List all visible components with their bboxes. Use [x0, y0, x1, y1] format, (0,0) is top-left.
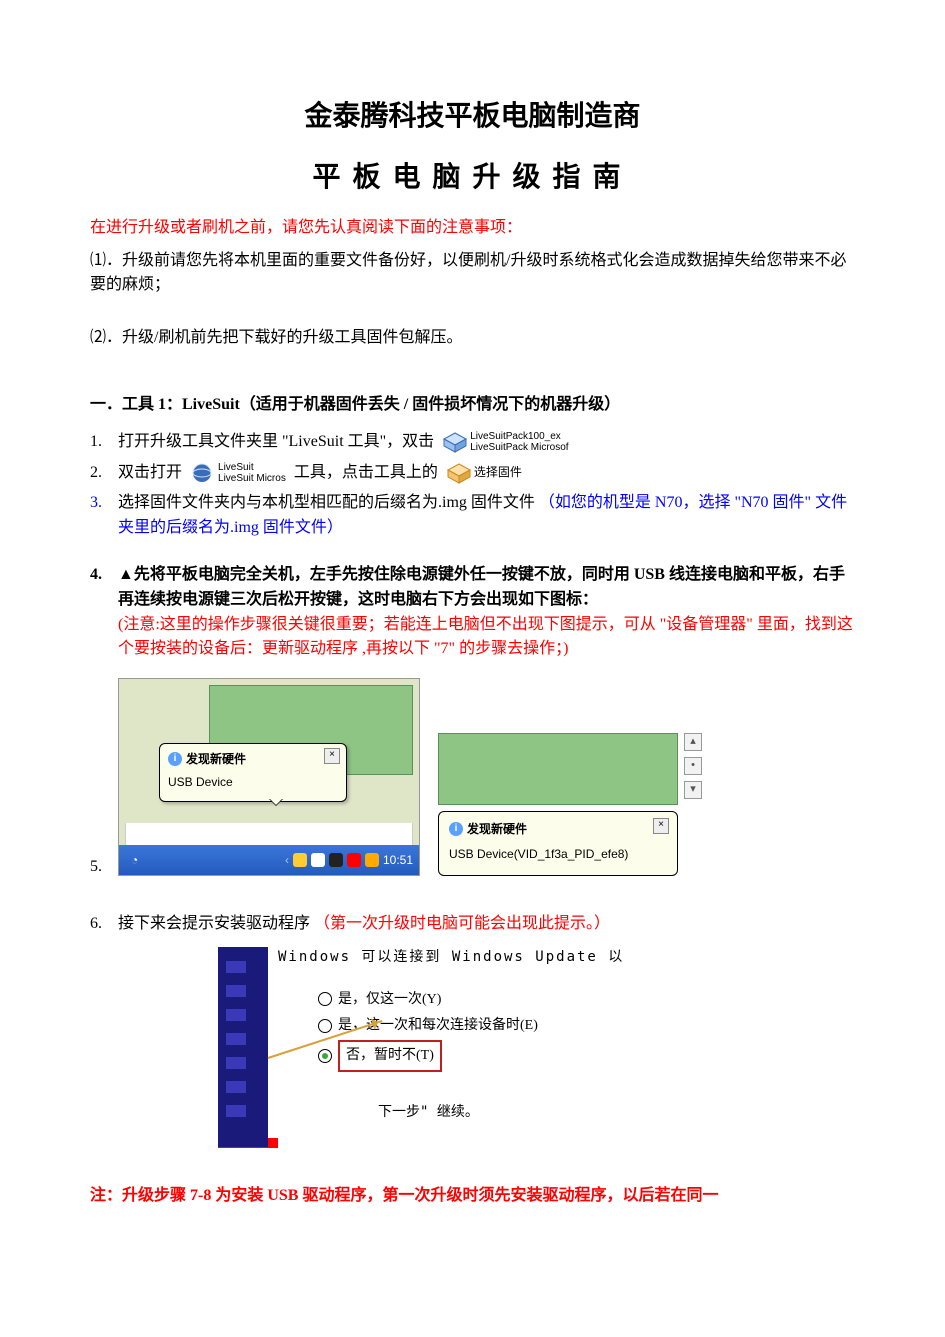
step-4-warning: (注意:这里的操作步骤很关键很重要；若能连上电脑但不出现下图提示，可从 "设备管… — [118, 616, 853, 658]
tray-icon[interactable] — [329, 853, 343, 867]
livesuit-app-icon: LiveSuitLiveSuit Micros — [190, 462, 286, 484]
doc-title-1: 金泰腾科技平板电脑制造商 — [90, 95, 855, 138]
select-firmware-icon: 选择固件 — [446, 462, 522, 484]
screenshot-balloon-2: ▴ • ▾ × i 发现新硬件 USB Device(VID_1f3a_PID_… — [438, 733, 678, 876]
step-1: 1. 打开升级工具文件夹里 "LiveSuit 工具"，双击 LiveSuitP… — [90, 430, 855, 455]
scroll-up-icon[interactable]: ▴ — [684, 733, 702, 751]
step-2-text-b: 工具，点击工具上的 — [294, 464, 438, 481]
balloon-text: USB Device — [168, 773, 338, 792]
step-3: 3. 选择固件文件夹内与本机型相匹配的后缀名为.img 固件文件 （如您的机型是… — [90, 491, 855, 541]
step-number: 5. — [90, 855, 118, 880]
wizard-heading: Windows 可以连接到 Windows Update 以 — [278, 947, 738, 969]
livesuit-pack-icon: LiveSuitPack100_exLiveSuitPack Microsof — [442, 431, 568, 453]
close-icon[interactable]: × — [324, 748, 340, 764]
step-4: 4. ▲先将平板电脑完全关机，左手先按住除电源键外任一按键不放，同时用 USB … — [90, 563, 855, 662]
step-number: 4. — [90, 563, 118, 588]
wizard-option-3[interactable]: 否，暂时不(T) — [318, 1040, 738, 1073]
balloon-text: USB Device(VID_1f3a_PID_efe8) — [449, 845, 667, 864]
highlighted-option: 否，暂时不(T) — [338, 1040, 442, 1073]
select-firmware-label: 选择固件 — [474, 467, 522, 478]
wizard-sidebar-graphic — [218, 947, 268, 1147]
taskbar: ◔ ‹ 10:51 — [119, 845, 419, 875]
step-2-text-a: 双击打开 — [118, 464, 182, 481]
screenshot-wizard: Windows 可以连接到 Windows Update 以 是，仅这一次(Y)… — [278, 947, 738, 1148]
scroll-down-icon[interactable]: ▾ — [684, 781, 702, 799]
tray-icon[interactable] — [311, 853, 325, 867]
step-2: 2. 双击打开 LiveSuitLiveSuit Micros 工具，点击工具上… — [90, 461, 855, 486]
step-4-bold: ▲先将平板电脑完全关机，左手先按住除电源键外任一按键不放，同时用 USB 线连接… — [118, 566, 845, 608]
document-page: 金泰腾科技平板电脑制造商 平板电脑升级指南 在进行升级或者刷机之前，请您先认真阅… — [0, 0, 945, 1257]
precaution-2: ⑵．升级/刷机前先把下载好的升级工具固件包解压。 — [90, 326, 855, 351]
section-1-heading: 一．工具 1：LiveSuit（适用于机器固件丢失 / 固件损坏情况下的机器升级… — [90, 393, 855, 418]
screenshot-balloon-1: × i 发现新硬件 USB Device ◔ ‹ — [118, 678, 420, 876]
balloon-tooltip: × i 发现新硬件 USB Device — [159, 743, 347, 802]
radio-icon[interactable] — [318, 1019, 332, 1033]
precaution-1: ⑴．升级前请您先将本机里面的重要文件备份好，以便刷机/升级时系统格式化会造成数据… — [90, 249, 855, 299]
doc-title-2: 平板电脑升级指南 — [90, 156, 855, 199]
scroll-mid-icon[interactable]: • — [684, 757, 702, 775]
info-icon: i — [449, 822, 463, 836]
step-1-text: 打开升级工具文件夹里 "LiveSuit 工具"，双击 — [118, 433, 434, 450]
scroll-buttons: ▴ • ▾ — [684, 733, 702, 799]
pack-icon-label: LiveSuitPack100_exLiveSuitPack Microsof — [470, 431, 568, 453]
wizard-footer-text: 下一步" 继续。 — [378, 1102, 738, 1124]
step-number: 2. — [90, 461, 118, 486]
warning-line: 在进行升级或者刷机之前，请您先认真阅读下面的注意事项： — [90, 216, 855, 241]
tray-icon[interactable] — [365, 853, 379, 867]
bottom-note: 注：升级步骤 7-8 为安装 USB 驱动程序，第一次升级时须先安装驱动程序，以… — [90, 1184, 855, 1209]
step-5: 5. × i 发现新硬件 USB Device — [90, 668, 855, 880]
step-3-text: 选择固件文件夹内与本机型相匹配的后缀名为.img 固件文件 — [118, 494, 535, 511]
radio-icon[interactable] — [318, 992, 332, 1006]
balloon-title: 发现新硬件 — [467, 820, 527, 839]
balloon-tooltip: × i 发现新硬件 USB Device(VID_1f3a_PID_efe8) — [438, 811, 678, 876]
balloon-title: 发现新硬件 — [186, 750, 246, 769]
taskbar-clock: 10:51 — [383, 851, 413, 870]
tray-icon[interactable] — [347, 853, 361, 867]
wizard-option-1[interactable]: 是，仅这一次(Y) — [318, 987, 738, 1014]
step-6-text: 接下来会提示安装驱动程序 — [118, 915, 310, 932]
step-number: 3. — [90, 491, 118, 516]
livesuit-icon-label: LiveSuitLiveSuit Micros — [218, 462, 286, 484]
step-number: 1. — [90, 430, 118, 455]
step-6-note: （第一次升级时电脑可能会出现此提示。） — [314, 915, 610, 932]
step-6: 6. 接下来会提示安装驱动程序 （第一次升级时电脑可能会出现此提示。） Wind… — [90, 912, 855, 1158]
tray-icon[interactable] — [293, 853, 307, 867]
step-number: 6. — [90, 912, 118, 937]
radio-icon[interactable] — [318, 1049, 332, 1063]
close-icon[interactable]: × — [653, 818, 669, 834]
info-icon: i — [168, 752, 182, 766]
